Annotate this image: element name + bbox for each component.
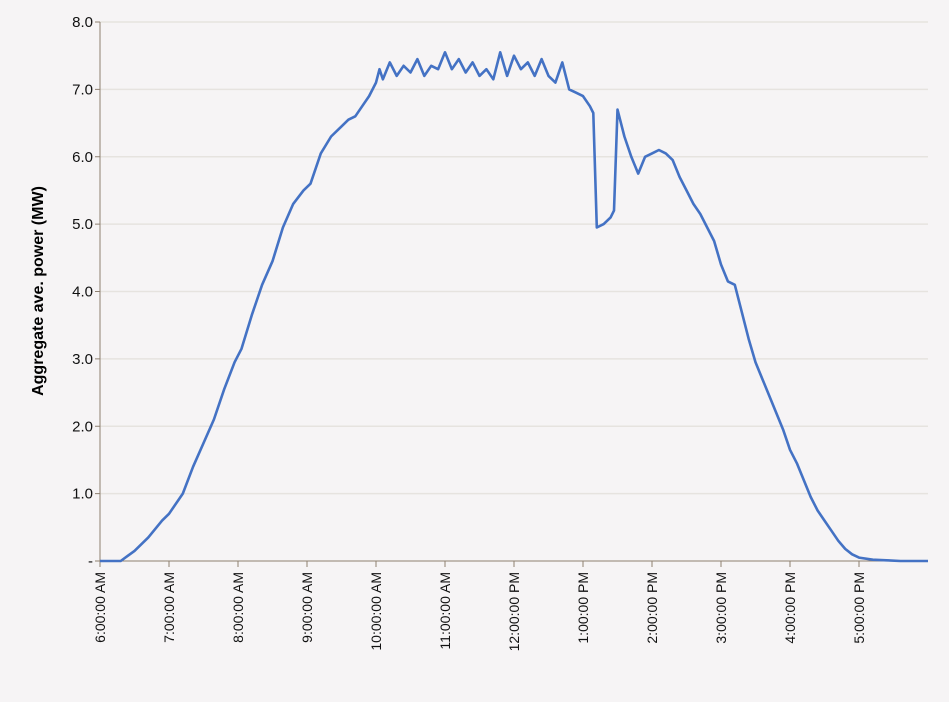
y-tick-label: - (88, 553, 93, 570)
x-tick-label: 3:00:00 PM (713, 572, 729, 644)
x-tick-label: 6:00:00 AM (92, 572, 108, 643)
y-tick-label: 2.0 (72, 418, 93, 435)
x-axis-ticks: 6:00:00 AM 7:00:00 AM 8:00:00 AM 9:00:00 AM… (92, 561, 867, 651)
y-tick-label: 6.0 (72, 149, 93, 166)
x-tick-label: 2:00:00 PM (644, 572, 660, 644)
power-series-line (100, 50, 928, 563)
y-tick-label: 1.0 (72, 486, 93, 503)
x-tick-label: 4:00:00 PM (782, 572, 798, 644)
y-axis-label: Aggregate ave. power (MW) (30, 186, 47, 396)
x-tick-label: 1:00:00 PM (575, 572, 591, 644)
y-tick-label: 8.0 (72, 14, 93, 31)
horizontal-gridlines (100, 21, 928, 495)
x-tick-label: 8:00:00 AM (230, 572, 246, 643)
y-tick-label: 4.0 (72, 284, 93, 301)
y-tick-label: 3.0 (72, 351, 93, 368)
x-tick-label: 10:00:00 AM (368, 572, 384, 651)
x-tick-label: 5:00:00 PM (851, 572, 867, 644)
x-tick-label: 12:00:00 PM (506, 572, 522, 651)
x-tick-label: 7:00:00 AM (161, 572, 177, 643)
x-tick-label: 11:00:00 AM (437, 572, 453, 650)
y-axis-ticks: - 1.0 2.0 3.0 4.0 5.0 6.0 7.0 8.0 (72, 14, 100, 570)
x-tick-label: 9:00:00 AM (299, 572, 315, 643)
y-tick-label: 5.0 (72, 216, 93, 233)
y-tick-label: 7.0 (72, 81, 93, 98)
